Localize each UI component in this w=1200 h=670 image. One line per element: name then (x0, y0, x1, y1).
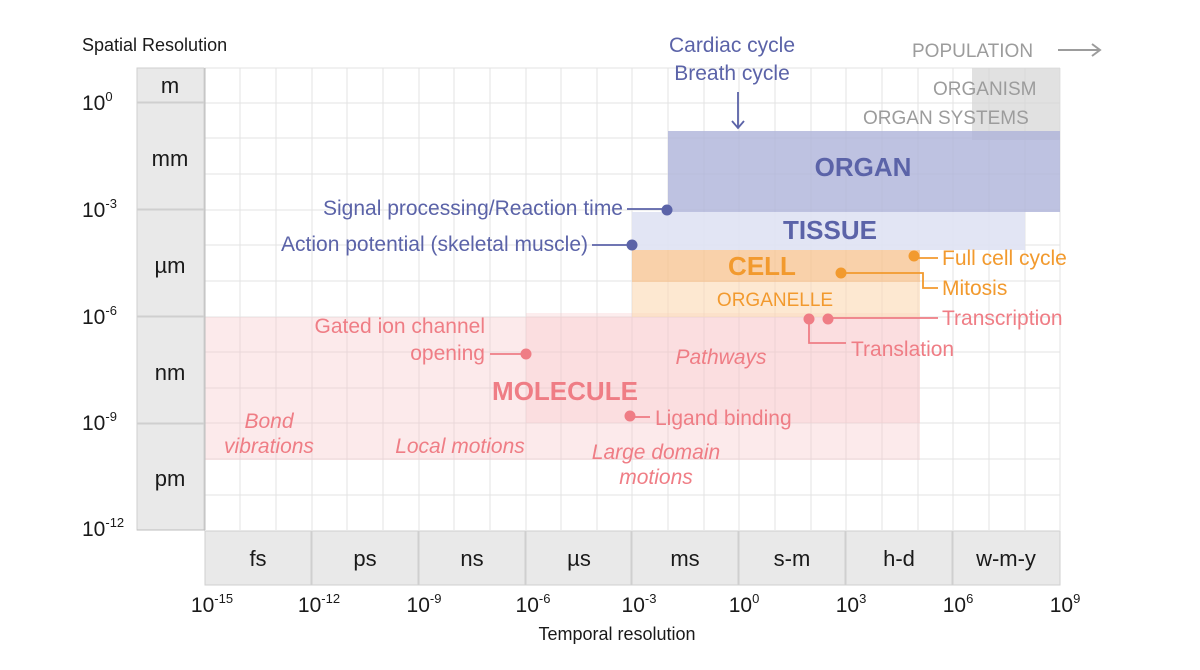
x-tick-6: 106 (943, 591, 974, 617)
x-tick-minus9: 10-9 (407, 591, 442, 617)
arrow-down-icon (731, 92, 745, 130)
signal-processing-dot (661, 204, 673, 216)
x-tick-minus3: 10-3 (622, 591, 657, 617)
x-unit-ms: ms (670, 546, 699, 571)
x-unit-box-w-m-y (952, 530, 1061, 586)
organ-label: ORGAN (815, 152, 912, 182)
pathways-label: Pathways (675, 346, 767, 369)
arrow-right-icon (1058, 43, 1102, 57)
x-axis: fs ps ns µs ms s-m h-d w-m-y 10-15 10-12… (191, 530, 1081, 644)
x-unit-box-s-m (738, 530, 846, 586)
organism-label: ORGANISM (933, 79, 1036, 100)
x-axis-title: Temporal resolution (538, 624, 695, 644)
ligand-binding-dot (624, 410, 636, 422)
gated-ion-channel-dot (520, 348, 532, 360)
tissue-label: TISSUE (783, 215, 877, 245)
y-unit-m: m (161, 73, 179, 98)
molecule-labels: Transcription Translation Gated ion chan… (224, 307, 1063, 489)
organ-region (668, 131, 1060, 212)
full-cell-cycle-dot (908, 250, 920, 262)
y-unit-mm: mm (152, 146, 189, 171)
molecule-region (205, 317, 920, 460)
ligand-binding-label: Ligand binding (655, 407, 792, 430)
cell-region (632, 250, 920, 282)
x-unit-h-d: h-d (883, 546, 915, 571)
y-tick-minus3: 10-3 (82, 196, 117, 222)
x-tick-3: 103 (836, 591, 867, 617)
gated-ion-channel-label-line2: opening (410, 342, 485, 365)
x-unit-box-ns (418, 530, 526, 586)
scale-regions (205, 68, 1060, 460)
y-unit-nm: nm (155, 360, 186, 385)
x-tick-minus6: 10-6 (516, 591, 551, 617)
x-unit-s-m: s-m (774, 546, 811, 571)
transcription-dot (822, 313, 834, 325)
x-unit-fs: fs (249, 546, 266, 571)
local-motions-label: Local motions (395, 435, 525, 458)
x-unit-box-ms (631, 530, 739, 586)
bond-vibrations-label-line2: vibrations (224, 435, 314, 458)
molecule-label: MOLECULE (492, 376, 638, 406)
organelle-region (632, 282, 920, 317)
large-domain-motions-label-line1: Large domain (592, 441, 720, 464)
signal-processing-label: Signal processing/Reaction time (323, 197, 623, 220)
full-cell-cycle-label: Full cell cycle (942, 247, 1067, 270)
organelle-label: ORGANELLE (717, 290, 833, 311)
organ-systems-label: ORGAN SYSTEMS (863, 108, 1029, 129)
x-unit-box-h-d (845, 530, 953, 586)
x-tick-0: 100 (729, 591, 760, 617)
y-unit-box-nm (136, 316, 205, 424)
y-axis: Spatial Resolution m mm µm nm pm 100 10-… (82, 35, 227, 541)
x-unit-box-us (525, 530, 632, 586)
mitosis-dot (835, 267, 847, 279)
cell-labels: CELL ORGANELLE Full cell cycle Mitosis (717, 247, 1067, 311)
x-unit-w-m-y: w-m-y (975, 546, 1036, 571)
y-unit-pm: pm (155, 466, 186, 491)
breath-cycle-label: Breath cycle (674, 62, 790, 85)
cell-label: CELL (728, 251, 796, 281)
x-unit-ns: ns (460, 546, 483, 571)
y-unit-box-m (136, 67, 205, 103)
y-tick-minus9: 10-9 (82, 409, 117, 435)
transcription-label: Transcription (942, 307, 1063, 330)
population-labels: POPULATION ORGANISM ORGAN SYSTEMS (863, 41, 1102, 129)
x-tick-minus12: 10-12 (298, 591, 340, 617)
x-unit-ps: ps (353, 546, 376, 571)
x-tick-9: 109 (1050, 591, 1081, 617)
organ-labels: Cardiac cycle Breath cycle ORGAN TISSUE … (281, 34, 911, 256)
y-unit-um: µm (154, 253, 185, 278)
cardiac-cycle-label: Cardiac cycle (669, 34, 795, 57)
action-potential-label: Action potential (skeletal muscle) (281, 233, 588, 256)
population-region (972, 68, 1060, 140)
action-potential-dot (626, 239, 638, 251)
y-tick-minus6: 10-6 (82, 303, 117, 329)
y-axis-title: Spatial Resolution (82, 35, 227, 55)
population-label: POPULATION (912, 41, 1033, 62)
y-unit-box-mm (136, 102, 205, 210)
y-unit-box-pm (136, 423, 205, 531)
y-unit-box-um (136, 209, 205, 317)
y-tick-minus12: 10-12 (82, 515, 124, 541)
gated-ion-channel-label-line1: Gated ion channel (315, 315, 485, 338)
macromolecule-region (526, 313, 920, 423)
x-unit-box-fs (204, 530, 312, 586)
large-domain-motions-label-line2: motions (619, 466, 693, 489)
translation-dot (803, 313, 815, 325)
bond-vibrations-label-line1: Bond (244, 410, 294, 433)
x-unit-box-ps (311, 530, 419, 586)
tissue-region (632, 212, 1025, 250)
translation-label: Translation (851, 338, 954, 361)
y-tick-0: 100 (82, 89, 113, 115)
mitosis-label: Mitosis (942, 277, 1007, 300)
x-unit-us: µs (567, 546, 591, 571)
x-tick-minus15: 10-15 (191, 591, 233, 617)
